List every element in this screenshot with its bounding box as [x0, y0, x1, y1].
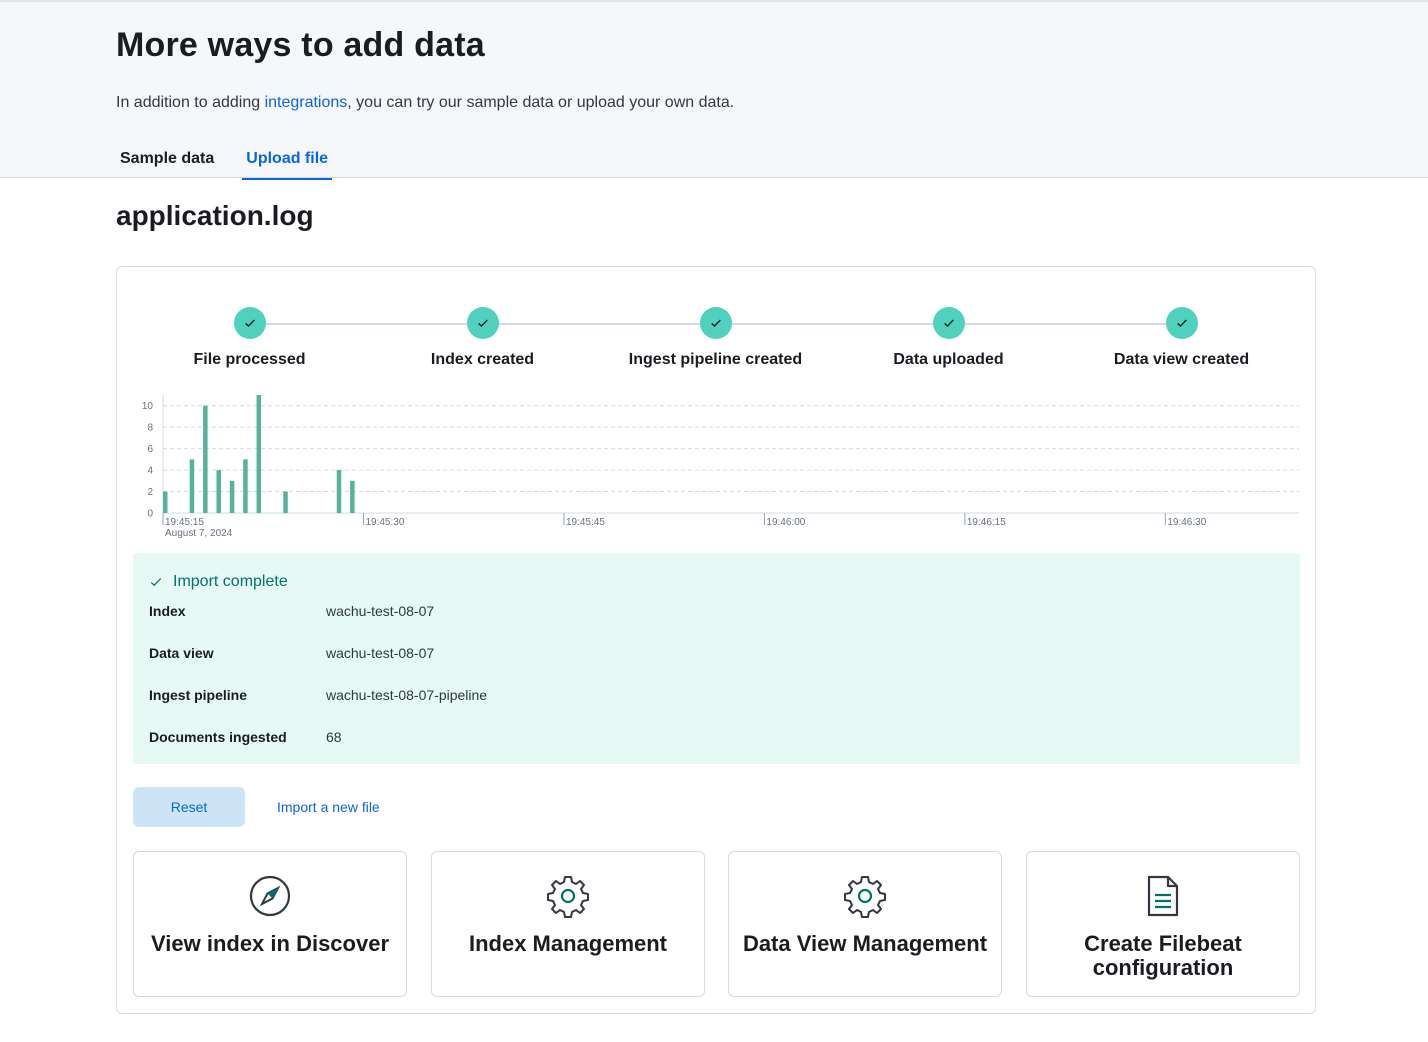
tab-bar: Sample data Upload file	[116, 140, 356, 180]
card-label: View index in Discover	[150, 931, 390, 956]
chart-bar	[243, 459, 248, 513]
page-title: More ways to add data	[116, 26, 485, 64]
file-name-title: application.log	[116, 200, 314, 231]
field-key: Documents ingested	[149, 729, 287, 745]
import-results-panel: File processed Index created Ingest pipe…	[116, 266, 1316, 1014]
chart-bar	[189, 459, 195, 513]
step-label: File processed	[193, 351, 306, 368]
gear-icon	[547, 876, 589, 918]
import-new-file-link[interactable]: Import a new file	[277, 799, 380, 815]
card-label: Data View Management	[742, 931, 988, 956]
compass-icon	[249, 875, 291, 917]
chart-bar	[350, 480, 355, 513]
field-key: Data view	[149, 645, 214, 661]
integrations-link[interactable]: integrations	[264, 94, 348, 111]
step-label: Ingest pipeline created	[628, 351, 803, 368]
chart-bar	[336, 470, 342, 513]
x-date-label: August 7, 2024	[165, 528, 233, 539]
step-data-view-created: Data view created	[1065, 307, 1298, 369]
field-value: wachu-test-08-07	[326, 645, 435, 661]
chart-bar	[256, 395, 262, 513]
check-icon	[233, 307, 266, 339]
step-ingest-pipeline-created: Ingest pipeline created	[599, 307, 832, 369]
chart-bar	[216, 470, 221, 513]
y-tick-label: 4	[147, 466, 153, 477]
x-tick-label: 19:45:15	[165, 517, 204, 528]
field-value: wachu-test-08-07-pipeline	[326, 687, 488, 703]
field-key: Index	[149, 603, 186, 619]
y-tick-label: 2	[147, 487, 153, 498]
card-index-management[interactable]: Index Management	[431, 851, 705, 997]
step-file-processed: File processed	[133, 307, 366, 369]
card-view-index-in-discover[interactable]: View index in Discover	[133, 851, 407, 997]
step-index-created: Index created	[366, 307, 599, 369]
y-tick-label: 10	[142, 401, 154, 412]
intro-text-before: In addition to adding	[116, 94, 265, 111]
card-data-view-management[interactable]: Data View Management	[728, 851, 1002, 997]
step-data-uploaded: Data uploaded	[832, 307, 1065, 369]
import-status-label: Import complete	[173, 573, 288, 590]
card-create-filebeat-configuration[interactable]: Create Filebeat configuration	[1026, 851, 1300, 997]
y-tick-label: 8	[147, 423, 153, 434]
x-tick-label: 19:46:30	[1167, 517, 1206, 528]
page-header: More ways to add data In addition to add…	[0, 0, 1428, 180]
field-value: 68	[326, 729, 342, 745]
document-count-chart: 0 2 4 6 8 10 19:45:15 19:45:30 19:45:45 19:46:00 1…	[142, 395, 1299, 539]
step-label: Data view created	[1113, 351, 1250, 368]
import-complete-callout: Import complete Index wachu-test-08-07 D…	[133, 553, 1300, 764]
x-tick-label: 19:45:45	[566, 517, 605, 528]
intro-text: In addition to adding integrations, you …	[116, 94, 734, 112]
gear-icon	[844, 876, 886, 918]
y-tick-label: 6	[147, 444, 153, 455]
check-icon	[466, 307, 499, 339]
chart-bar	[163, 491, 168, 513]
reset-button[interactable]: Reset	[133, 787, 245, 827]
x-tick-label: 19:46:15	[967, 517, 1006, 528]
step-label: Data uploaded	[893, 351, 1004, 368]
check-icon	[150, 578, 162, 587]
intro-text-after: , you can try our sample data or upload …	[347, 94, 735, 111]
check-icon	[699, 307, 732, 339]
step-label: Index created	[430, 351, 535, 368]
chart-bar	[283, 491, 288, 513]
chart-bar	[203, 405, 208, 513]
check-icon	[1165, 307, 1198, 339]
card-label: Create Filebeat configuration	[1084, 931, 1242, 980]
tab-upload-file[interactable]: Upload file	[242, 140, 333, 180]
y-tick-label: 0	[147, 509, 153, 520]
tab-sample-data[interactable]: Sample data	[120, 150, 215, 167]
card-label: Index Management	[468, 931, 668, 956]
chart-bar	[229, 480, 235, 513]
x-tick-label: 19:45:30	[365, 517, 404, 528]
field-value: wachu-test-08-07	[326, 603, 435, 619]
import-status: Import complete	[149, 573, 288, 591]
field-key: Ingest pipeline	[149, 687, 248, 703]
check-icon	[932, 307, 965, 339]
document-icon	[1147, 875, 1179, 917]
x-tick-label: 19:46:00	[766, 517, 805, 528]
